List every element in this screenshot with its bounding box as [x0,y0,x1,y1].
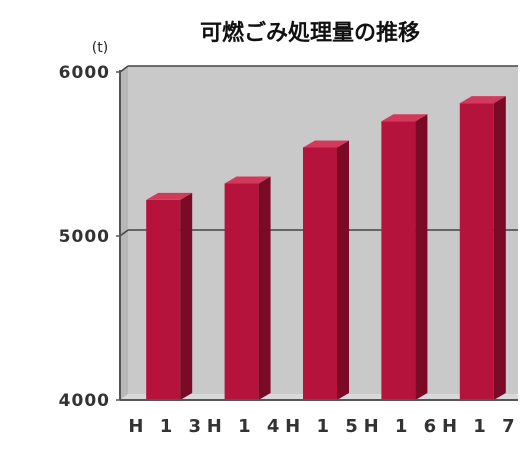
bar-side-H15 [337,140,349,400]
y-axis-unit-label: (t) [92,40,108,56]
axes [119,70,518,401]
x-tick-label-H14: H 1 4 [207,416,285,437]
y-tick-label-4000: 4000 [59,391,110,411]
bar-H13 [146,192,193,400]
y-tick-labels: 4000 5000 6000 [59,63,120,411]
gridline-depth [119,65,129,73]
gridline-depth [119,229,129,237]
bar-front-H16 [381,121,416,400]
bar-top-H14 [224,176,271,184]
chart-title: 可燃ごみ処理量の推移 [200,20,420,46]
bar-front-H13 [146,199,181,400]
bar-top-H17 [459,96,506,104]
bar-side-H16 [415,114,428,400]
bar-side-H14 [258,176,271,400]
bar-front-H15 [303,147,337,400]
y-tick-label-6000: 6000 [59,63,110,83]
bar-side-H17 [493,96,506,400]
bar-H14 [224,176,271,400]
x-tick-label-H15: H 1 5 [285,416,363,437]
y-tick-label-5000: 5000 [59,227,110,247]
bar-H15 [303,140,349,400]
bars [146,96,506,400]
bar-top-H16 [381,114,428,122]
bar-H17 [459,96,506,400]
x-tick-label-H13: H 1 3 [128,416,206,437]
bar-front-H14 [224,183,259,400]
bar-top-H13 [146,192,193,200]
bar-front-H17 [459,103,494,400]
bar-H16 [381,114,428,400]
bar-top-H15 [303,140,349,148]
x-tick-label-H16: H 1 6 [364,416,442,437]
bar-side-H13 [180,192,193,400]
x-tick-label-H17: H 1 7 [442,416,520,437]
